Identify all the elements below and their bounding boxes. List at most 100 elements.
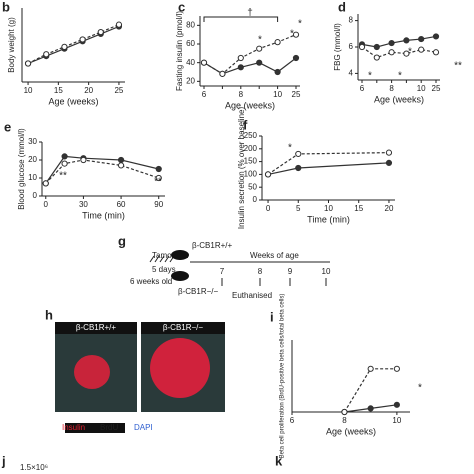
chart: c 20 40 60 80 6 8 10 25 Age (weeks) Fasting insuli… <box>175 0 302 110</box>
point <box>418 35 425 43</box>
y-tick-label: 250 <box>244 131 258 140</box>
point <box>403 37 410 44</box>
x-tick-label: 6 <box>360 84 365 93</box>
point <box>274 39 281 46</box>
y-tick-label: 20 <box>186 76 195 85</box>
x-tick-label: 5 <box>296 204 301 213</box>
arrows <box>221 278 327 286</box>
annotation: * <box>290 29 294 40</box>
point <box>367 365 374 372</box>
point <box>341 408 348 416</box>
point <box>219 70 226 77</box>
x-axis-label: Time (min) <box>82 210 125 220</box>
y-tick-label: 20 <box>28 155 37 164</box>
x-tick-label: 20 <box>385 204 394 213</box>
annotation: * <box>288 143 292 154</box>
stain: DAPI <box>134 423 153 432</box>
series-line <box>27 24 120 65</box>
point <box>43 51 50 58</box>
panel-label: g <box>118 233 126 248</box>
series-line <box>361 46 437 59</box>
wild-type: β-CB1R+/+ <box>192 241 233 250</box>
y-tick-label: 0 <box>33 191 38 200</box>
point <box>117 156 125 164</box>
x-tick-label: 15 <box>54 86 63 95</box>
y-axis-label: Body weight (g) <box>7 17 16 73</box>
stain: Insulin <box>62 423 85 432</box>
x-tick-label: 90 <box>154 200 163 209</box>
panel-label: b <box>2 0 10 14</box>
annotation: * <box>418 383 422 394</box>
axis-top: 1.5×10⁶ <box>20 463 48 472</box>
annotation: ** <box>154 177 162 188</box>
mouse-icon <box>171 250 189 260</box>
x-tick-label: 8 <box>239 90 244 99</box>
week: 8 <box>258 267 263 276</box>
point <box>200 59 208 66</box>
y-axis-label: FBG (mmol/l) <box>333 23 342 71</box>
point <box>292 31 300 38</box>
x-tick-label: 25 <box>114 86 123 95</box>
annotation: * <box>408 47 412 58</box>
point <box>295 164 302 172</box>
annotation: ** <box>454 61 462 72</box>
x-tick-label: 25 <box>432 84 441 93</box>
point <box>97 28 104 36</box>
x-tick-label: 20 <box>84 86 93 95</box>
y-tick-label: 10 <box>28 173 37 182</box>
panel-label: e <box>4 119 11 134</box>
annotation: † <box>247 8 253 19</box>
islet <box>74 355 110 389</box>
panel-label: c <box>178 0 185 14</box>
chart: f 0 50 100 150 200 250 0 5 10 15 20 Time (min) Insuli… <box>237 107 395 230</box>
annotation: ** <box>59 171 67 182</box>
end: Euthanised <box>232 291 272 300</box>
series-line <box>361 35 437 48</box>
y-tick-label: 8 <box>349 16 354 25</box>
point <box>393 365 400 372</box>
point <box>367 405 374 412</box>
start: 6 weeks old <box>130 277 172 286</box>
point <box>358 43 366 51</box>
diagram: g Tamoxifen 5 days 6 weeks old β-CB1R+/+… <box>118 233 331 300</box>
annotation: * <box>298 19 302 30</box>
point <box>42 180 49 187</box>
panel-label: d <box>338 0 346 14</box>
x-tick-label: 60 <box>117 200 126 209</box>
y-tick-label: 4 <box>349 69 354 78</box>
y-tick-label: 30 <box>28 137 37 146</box>
knockout: β-CB1R−/− <box>178 287 219 296</box>
chart: b 10 15 20 25 Age (weeks) Body weight (g) <box>2 0 125 106</box>
point <box>373 43 380 51</box>
point <box>80 156 87 164</box>
week: 10 <box>322 267 331 276</box>
y-axis-label: Beta cell proliferation (BrdU-positive b… <box>280 294 286 459</box>
panel-label: i <box>270 309 274 324</box>
point <box>155 174 162 182</box>
chart: i 6 8 10 Age (weeks) Beta cell proliferation … <box>270 294 422 459</box>
series-line <box>27 25 120 65</box>
point <box>155 165 162 173</box>
annotation: * <box>368 71 372 82</box>
x-tick-label: 10 <box>273 90 282 99</box>
x-tick-label: 8 <box>389 84 394 93</box>
title-bar <box>141 322 225 334</box>
legend-bar <box>65 423 125 433</box>
islet <box>150 338 210 398</box>
x-tick-label: 10 <box>417 84 426 93</box>
x-tick-label: 10 <box>324 204 333 213</box>
injections <box>149 255 175 263</box>
y-tick-label: 150 <box>244 157 258 166</box>
y-axis-label: Insulin secretion (% over baseline) <box>237 107 246 230</box>
x-tick-label: 10 <box>24 86 33 95</box>
x-axis-label: Age (weeks) <box>225 100 275 110</box>
y-tick-label: 200 <box>244 144 258 153</box>
y-tick-label: 6 <box>349 42 354 51</box>
x-tick-label: 8 <box>342 416 347 425</box>
week: 7 <box>220 267 225 276</box>
point <box>237 64 244 71</box>
point <box>385 149 393 156</box>
week: 9 <box>288 267 293 276</box>
y-axis-label: Fasting insulin (pmol/l) <box>175 11 184 91</box>
